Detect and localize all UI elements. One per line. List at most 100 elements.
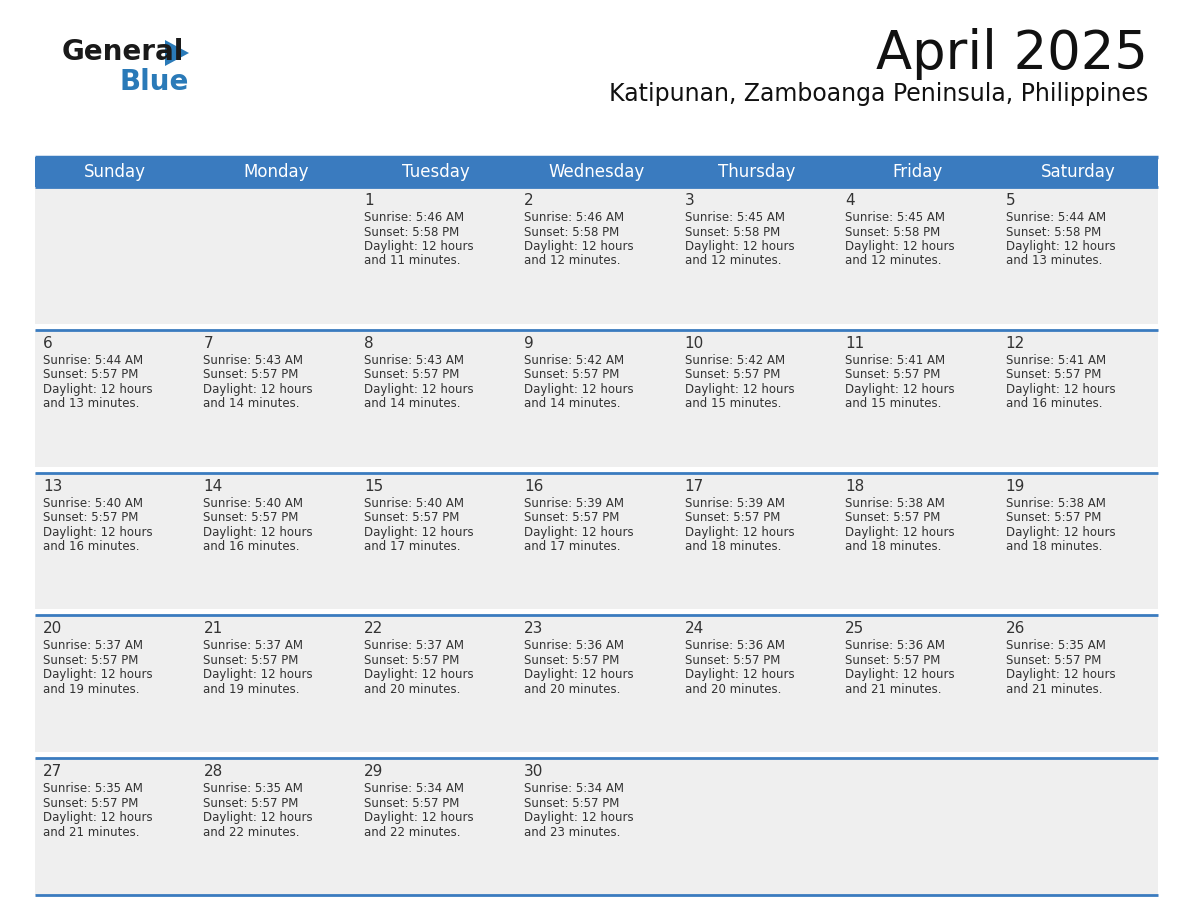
Text: 11: 11	[845, 336, 865, 351]
Text: 7: 7	[203, 336, 213, 351]
Text: Sunset: 5:57 PM: Sunset: 5:57 PM	[1005, 511, 1101, 524]
Text: Sunrise: 5:36 AM: Sunrise: 5:36 AM	[524, 640, 624, 653]
Bar	[196, 187, 356, 324]
Text: and 13 minutes.: and 13 minutes.	[43, 397, 139, 410]
Text: Sunset: 5:57 PM: Sunset: 5:57 PM	[203, 654, 299, 666]
Text: Sunrise: 5:34 AM: Sunrise: 5:34 AM	[364, 782, 463, 795]
Text: Sunset: 5:57 PM: Sunset: 5:57 PM	[364, 511, 460, 524]
Text: Sunrise: 5:36 AM: Sunrise: 5:36 AM	[845, 640, 946, 653]
Text: and 15 minutes.: and 15 minutes.	[684, 397, 781, 410]
Bar	[356, 615, 517, 752]
Text: Sunrise: 5:41 AM: Sunrise: 5:41 AM	[1005, 353, 1106, 367]
Text: Sunrise: 5:46 AM: Sunrise: 5:46 AM	[524, 211, 625, 224]
Text: Sunrise: 5:39 AM: Sunrise: 5:39 AM	[524, 497, 624, 509]
Text: Sunset: 5:57 PM: Sunset: 5:57 PM	[364, 368, 460, 381]
Text: Daylight: 12 hours: Daylight: 12 hours	[203, 526, 314, 539]
Text: and 12 minutes.: and 12 minutes.	[684, 254, 782, 267]
Text: April 2025: April 2025	[876, 28, 1148, 80]
Text: Daylight: 12 hours: Daylight: 12 hours	[684, 240, 795, 253]
Text: and 20 minutes.: and 20 minutes.	[364, 683, 460, 696]
Text: and 13 minutes.: and 13 minutes.	[1005, 254, 1102, 267]
Bar	[34, 758, 196, 895]
Text: 28: 28	[203, 764, 222, 779]
Text: and 14 minutes.: and 14 minutes.	[364, 397, 461, 410]
Text: Daylight: 12 hours: Daylight: 12 hours	[364, 240, 474, 253]
Text: 16: 16	[524, 478, 544, 494]
Text: Daylight: 12 hours: Daylight: 12 hours	[845, 668, 955, 681]
Text: Daylight: 12 hours: Daylight: 12 hours	[524, 812, 634, 824]
Text: and 21 minutes.: and 21 minutes.	[1005, 683, 1102, 696]
Text: Tuesday: Tuesday	[403, 163, 470, 181]
Bar	[356, 758, 517, 895]
Text: Sunrise: 5:38 AM: Sunrise: 5:38 AM	[845, 497, 944, 509]
Text: and 14 minutes.: and 14 minutes.	[524, 397, 621, 410]
Bar	[517, 615, 677, 752]
Text: Sunset: 5:58 PM: Sunset: 5:58 PM	[364, 226, 459, 239]
Polygon shape	[165, 40, 189, 66]
Text: 4: 4	[845, 193, 855, 208]
Bar	[838, 473, 998, 610]
Text: Saturday: Saturday	[1041, 163, 1116, 181]
Text: 15: 15	[364, 478, 383, 494]
Text: Daylight: 12 hours: Daylight: 12 hours	[1005, 240, 1116, 253]
Text: Daylight: 12 hours: Daylight: 12 hours	[684, 526, 795, 539]
Bar	[34, 330, 196, 466]
Text: and 18 minutes.: and 18 minutes.	[684, 540, 781, 554]
Text: and 22 minutes.: and 22 minutes.	[203, 825, 299, 839]
Text: Daylight: 12 hours: Daylight: 12 hours	[364, 812, 474, 824]
Text: Sunrise: 5:37 AM: Sunrise: 5:37 AM	[364, 640, 463, 653]
Text: and 16 minutes.: and 16 minutes.	[203, 540, 299, 554]
Text: Daylight: 12 hours: Daylight: 12 hours	[43, 812, 152, 824]
Text: Daylight: 12 hours: Daylight: 12 hours	[684, 668, 795, 681]
Bar	[998, 473, 1158, 610]
Bar	[677, 187, 838, 324]
Text: Sunset: 5:57 PM: Sunset: 5:57 PM	[203, 797, 299, 810]
Text: Sunset: 5:57 PM: Sunset: 5:57 PM	[524, 797, 620, 810]
Bar	[356, 473, 517, 610]
Text: General: General	[62, 38, 184, 66]
Text: and 11 minutes.: and 11 minutes.	[364, 254, 461, 267]
Text: Sunrise: 5:40 AM: Sunrise: 5:40 AM	[364, 497, 463, 509]
Text: Sunrise: 5:42 AM: Sunrise: 5:42 AM	[684, 353, 785, 367]
Text: Sunrise: 5:36 AM: Sunrise: 5:36 AM	[684, 640, 785, 653]
Text: 18: 18	[845, 478, 865, 494]
Text: Sunset: 5:57 PM: Sunset: 5:57 PM	[684, 511, 781, 524]
Bar	[517, 758, 677, 895]
Text: Sunrise: 5:35 AM: Sunrise: 5:35 AM	[1005, 640, 1106, 653]
Text: and 18 minutes.: and 18 minutes.	[1005, 540, 1102, 554]
Bar	[196, 473, 356, 610]
Text: Sunset: 5:57 PM: Sunset: 5:57 PM	[1005, 654, 1101, 666]
Text: Daylight: 12 hours: Daylight: 12 hours	[524, 383, 634, 396]
Text: Daylight: 12 hours: Daylight: 12 hours	[845, 526, 955, 539]
Text: Sunrise: 5:37 AM: Sunrise: 5:37 AM	[203, 640, 303, 653]
Text: Sunrise: 5:43 AM: Sunrise: 5:43 AM	[203, 353, 303, 367]
Text: Sunrise: 5:37 AM: Sunrise: 5:37 AM	[43, 640, 143, 653]
Text: Sunrise: 5:34 AM: Sunrise: 5:34 AM	[524, 782, 624, 795]
Text: Sunrise: 5:40 AM: Sunrise: 5:40 AM	[43, 497, 143, 509]
Text: Daylight: 12 hours: Daylight: 12 hours	[1005, 668, 1116, 681]
Text: 12: 12	[1005, 336, 1025, 351]
Text: 29: 29	[364, 764, 384, 779]
Bar	[34, 187, 196, 324]
Text: and 15 minutes.: and 15 minutes.	[845, 397, 942, 410]
Text: Daylight: 12 hours: Daylight: 12 hours	[43, 383, 152, 396]
Text: Sunrise: 5:39 AM: Sunrise: 5:39 AM	[684, 497, 785, 509]
Text: 10: 10	[684, 336, 704, 351]
Text: Sunrise: 5:45 AM: Sunrise: 5:45 AM	[684, 211, 785, 224]
Text: Sunset: 5:57 PM: Sunset: 5:57 PM	[684, 654, 781, 666]
Bar	[517, 473, 677, 610]
Text: Daylight: 12 hours: Daylight: 12 hours	[203, 668, 314, 681]
Text: 8: 8	[364, 336, 373, 351]
Text: Daylight: 12 hours: Daylight: 12 hours	[203, 812, 314, 824]
Text: Sunset: 5:57 PM: Sunset: 5:57 PM	[43, 511, 138, 524]
Bar	[356, 187, 517, 324]
Bar	[838, 187, 998, 324]
Text: Sunrise: 5:41 AM: Sunrise: 5:41 AM	[845, 353, 946, 367]
Text: and 14 minutes.: and 14 minutes.	[203, 397, 299, 410]
Bar	[677, 473, 838, 610]
Text: Daylight: 12 hours: Daylight: 12 hours	[1005, 383, 1116, 396]
Text: Sunrise: 5:45 AM: Sunrise: 5:45 AM	[845, 211, 946, 224]
Text: Sunset: 5:57 PM: Sunset: 5:57 PM	[845, 511, 941, 524]
Text: Sunset: 5:57 PM: Sunset: 5:57 PM	[1005, 368, 1101, 381]
Text: Daylight: 12 hours: Daylight: 12 hours	[43, 526, 152, 539]
